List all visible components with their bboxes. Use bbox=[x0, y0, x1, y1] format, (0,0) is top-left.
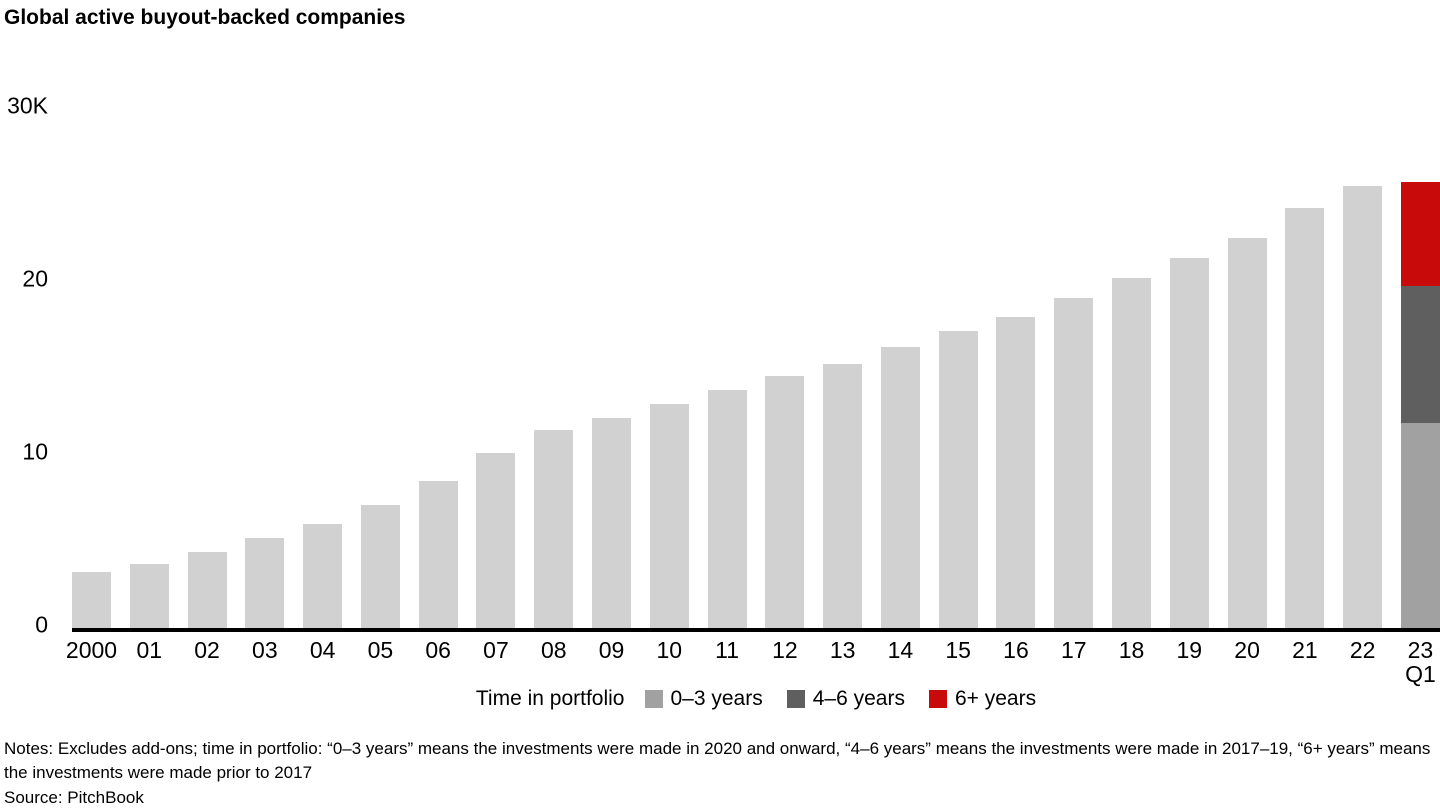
bar-01 bbox=[129, 563, 169, 628]
legend-title: Time in portfolio bbox=[475, 687, 625, 710]
bar-segment-total bbox=[765, 376, 805, 628]
legend-label-0-3-years: 0–3 years bbox=[670, 687, 763, 710]
bar-08 bbox=[534, 430, 574, 628]
x-tick-12: 12 bbox=[772, 637, 798, 663]
bar-segment-0-3-years bbox=[1400, 423, 1440, 628]
bar-22 bbox=[1343, 185, 1383, 628]
x-tick-05: 05 bbox=[367, 637, 394, 663]
x-tick-14: 14 bbox=[887, 637, 914, 663]
legend-item-0-3-years: 0–3 years bbox=[644, 687, 763, 711]
bar-18 bbox=[1112, 277, 1152, 628]
x-tick-21: 21 bbox=[1292, 637, 1318, 663]
bar-segment-total bbox=[245, 537, 285, 628]
x-tick-08: 08 bbox=[540, 637, 567, 663]
bar-segment-total bbox=[534, 430, 574, 628]
bar-23-q1 bbox=[1400, 182, 1440, 628]
bar-03 bbox=[245, 537, 285, 628]
chart-title: Global active buyout-backed companies bbox=[4, 6, 406, 29]
bar-segment-total bbox=[418, 480, 458, 628]
bar-segment-total bbox=[649, 404, 689, 628]
bar-15 bbox=[938, 331, 978, 628]
x-tick-03: 03 bbox=[252, 637, 278, 663]
bar-17 bbox=[1054, 298, 1094, 628]
bar-05 bbox=[360, 504, 400, 628]
legend-items: 0–3 years 4–6 years 6+ years bbox=[644, 687, 1037, 711]
x-axis-line bbox=[72, 628, 1440, 632]
x-tick-19: 19 bbox=[1176, 637, 1203, 663]
bar-segment-total bbox=[1285, 208, 1325, 628]
bar-2000 bbox=[72, 572, 111, 628]
bar-10 bbox=[649, 404, 689, 628]
x-tick-15: 15 bbox=[945, 637, 971, 663]
legend-swatch-0-3-years bbox=[644, 690, 663, 708]
bar-segment-total bbox=[1054, 298, 1094, 628]
bar-02 bbox=[187, 551, 227, 628]
x-tick-22: 22 bbox=[1349, 637, 1376, 663]
bar-segment-total bbox=[592, 418, 632, 628]
bar-segment-total bbox=[938, 331, 978, 628]
source-text: Source: PitchBook bbox=[4, 788, 144, 807]
bar-12 bbox=[765, 376, 805, 628]
bar-20 bbox=[1227, 237, 1267, 628]
x-tick-09: 09 bbox=[598, 637, 625, 663]
x-tick-23-q1: 23 Q1 bbox=[1405, 637, 1436, 687]
bar-segment-total bbox=[303, 523, 343, 628]
bar-06 bbox=[418, 480, 458, 628]
x-tick-04: 04 bbox=[309, 637, 336, 663]
legend-label-6plus-years: 6+ years bbox=[954, 687, 1037, 710]
bar-segment-total bbox=[72, 572, 111, 628]
bar-14 bbox=[880, 346, 920, 628]
y-tick-0: 0 bbox=[35, 611, 48, 638]
bar-segment-6plus-years bbox=[1400, 182, 1440, 287]
bar-segment-total bbox=[129, 563, 169, 628]
x-tick-20: 20 bbox=[1234, 637, 1260, 663]
bar-segment-total bbox=[823, 364, 863, 628]
legend: Time in portfolio 0–3 years 4–6 years 6+ y… bbox=[36, 684, 1440, 714]
bar-11 bbox=[707, 390, 747, 628]
bar-segment-4-6-years bbox=[1400, 286, 1440, 424]
x-tick-01: 01 bbox=[136, 637, 163, 663]
y-tick-30k: 30K bbox=[7, 92, 48, 119]
bar-segment-total bbox=[707, 390, 747, 628]
x-tick-11: 11 bbox=[715, 637, 740, 663]
bar-04 bbox=[303, 523, 343, 628]
legend-item-6plus-years: 6+ years bbox=[928, 687, 1037, 711]
legend-label-4-6-years: 4–6 years bbox=[812, 687, 905, 710]
bar-segment-total bbox=[880, 346, 920, 628]
x-tick-13: 13 bbox=[829, 637, 856, 663]
x-tick-2000: 2000 bbox=[65, 637, 118, 663]
bar-07 bbox=[476, 452, 516, 628]
notes-text: Notes: Excludes add-ons; time in portfol… bbox=[4, 739, 1431, 782]
bar-segment-total bbox=[360, 504, 400, 628]
legend-item-4-6-years: 4–6 years bbox=[786, 687, 905, 711]
bar-segment-total bbox=[1343, 185, 1383, 628]
y-tick-20: 20 bbox=[22, 265, 48, 292]
bar-segment-total bbox=[476, 452, 516, 628]
legend-swatch-4-6-years bbox=[786, 690, 805, 708]
bar-13 bbox=[823, 364, 863, 628]
x-tick-10: 10 bbox=[656, 637, 683, 663]
x-tick-07: 07 bbox=[483, 637, 509, 663]
bar-segment-total bbox=[1227, 237, 1267, 628]
bar-segment-total bbox=[187, 551, 227, 628]
x-tick-17: 17 bbox=[1060, 637, 1087, 663]
bar-segment-total bbox=[1112, 277, 1152, 628]
bar-segment-total bbox=[1169, 258, 1209, 628]
x-tick-06: 06 bbox=[425, 637, 451, 663]
bar-21 bbox=[1285, 208, 1325, 628]
x-tick-02: 02 bbox=[194, 637, 220, 663]
bar-19 bbox=[1169, 258, 1209, 628]
legend-swatch-6plus-years bbox=[928, 690, 947, 708]
x-tick-16: 16 bbox=[1003, 637, 1029, 663]
bar-segment-total bbox=[996, 317, 1036, 628]
y-tick-10: 10 bbox=[22, 438, 48, 465]
x-tick-18: 18 bbox=[1118, 637, 1145, 663]
bar-09 bbox=[592, 418, 632, 628]
bar-16 bbox=[996, 317, 1036, 628]
